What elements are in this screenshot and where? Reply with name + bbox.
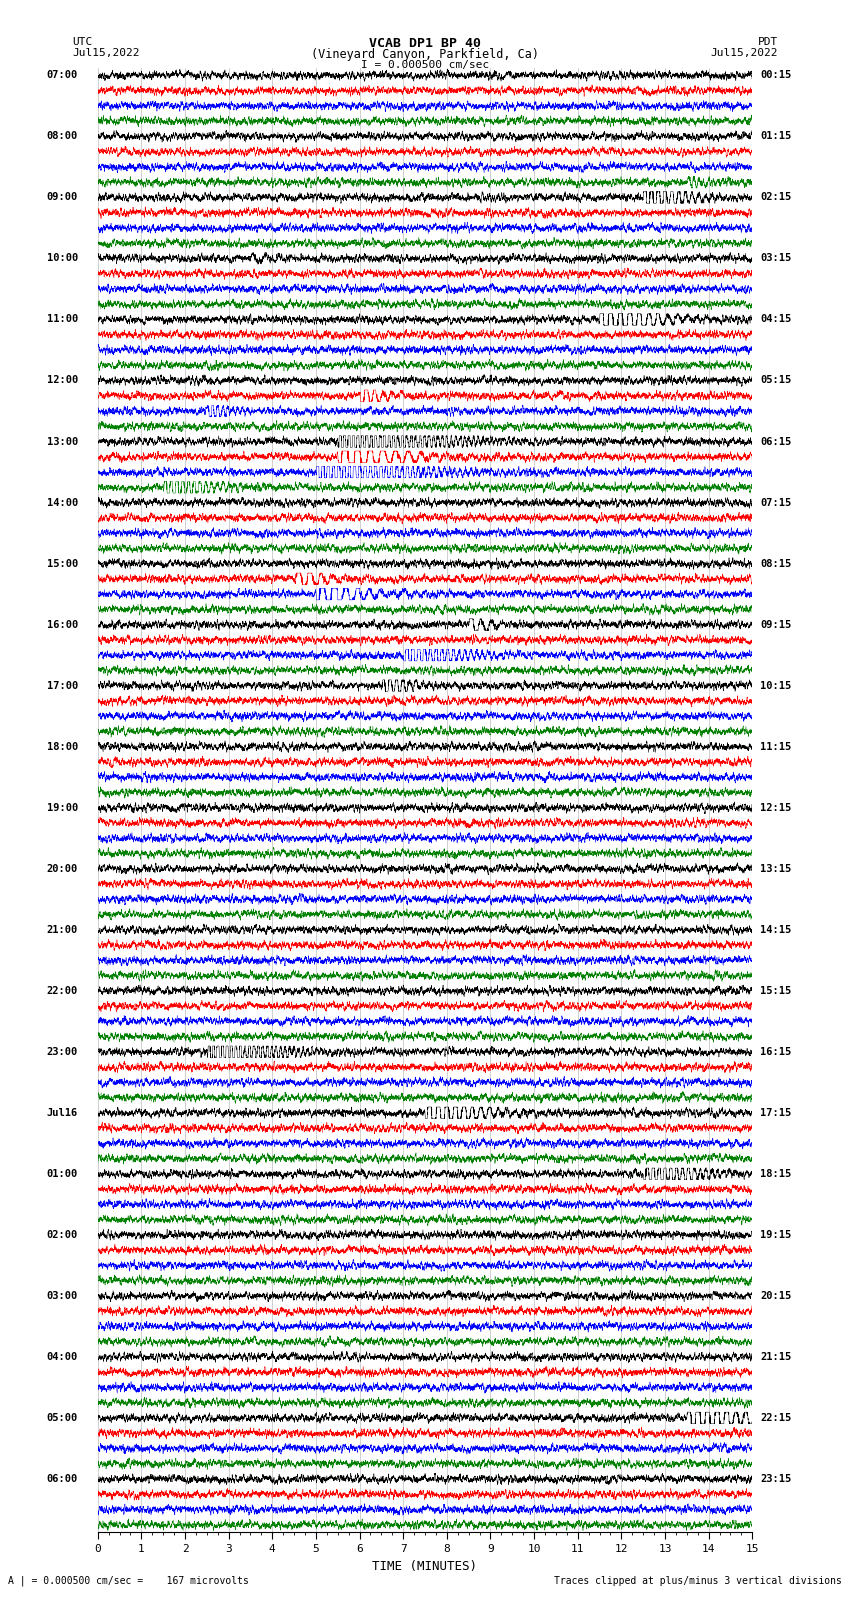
Text: 06:00: 06:00 (47, 1474, 78, 1484)
Text: VCAB DP1 BP 40: VCAB DP1 BP 40 (369, 37, 481, 50)
Text: 10:00: 10:00 (47, 253, 78, 263)
Text: I = 0.000500 cm/sec: I = 0.000500 cm/sec (361, 60, 489, 69)
Text: 19:00: 19:00 (47, 803, 78, 813)
Text: Jul15,2022: Jul15,2022 (72, 48, 139, 58)
Text: UTC: UTC (72, 37, 93, 47)
Text: Jul16: Jul16 (47, 1108, 78, 1118)
Text: 18:15: 18:15 (760, 1169, 791, 1179)
Text: 22:00: 22:00 (47, 986, 78, 995)
Text: 12:15: 12:15 (760, 803, 791, 813)
Text: 23:15: 23:15 (760, 1474, 791, 1484)
Text: 14:15: 14:15 (760, 924, 791, 934)
Text: 23:00: 23:00 (47, 1047, 78, 1057)
Text: 17:15: 17:15 (760, 1108, 791, 1118)
Text: 17:00: 17:00 (47, 681, 78, 690)
Text: 20:00: 20:00 (47, 863, 78, 874)
Text: 18:00: 18:00 (47, 742, 78, 752)
Text: 00:15: 00:15 (760, 71, 791, 81)
Text: 11:15: 11:15 (760, 742, 791, 752)
X-axis label: TIME (MINUTES): TIME (MINUTES) (372, 1560, 478, 1573)
Text: 01:00: 01:00 (47, 1169, 78, 1179)
Text: 09:15: 09:15 (760, 619, 791, 629)
Text: 10:15: 10:15 (760, 681, 791, 690)
Text: 20:15: 20:15 (760, 1290, 791, 1300)
Text: 21:15: 21:15 (760, 1352, 791, 1361)
Text: Jul15,2022: Jul15,2022 (711, 48, 778, 58)
Text: 12:00: 12:00 (47, 376, 78, 386)
Text: 13:00: 13:00 (47, 437, 78, 447)
Text: 04:15: 04:15 (760, 315, 791, 324)
Text: 08:15: 08:15 (760, 558, 791, 568)
Text: 15:00: 15:00 (47, 558, 78, 568)
Text: 02:15: 02:15 (760, 192, 791, 202)
Text: 13:15: 13:15 (760, 863, 791, 874)
Text: 01:15: 01:15 (760, 131, 791, 142)
Text: 19:15: 19:15 (760, 1229, 791, 1240)
Text: PDT: PDT (757, 37, 778, 47)
Text: 05:15: 05:15 (760, 376, 791, 386)
Text: 07:15: 07:15 (760, 497, 791, 508)
Text: 09:00: 09:00 (47, 192, 78, 202)
Text: 06:15: 06:15 (760, 437, 791, 447)
Text: (Vineyard Canyon, Parkfield, Ca): (Vineyard Canyon, Parkfield, Ca) (311, 48, 539, 61)
Text: 11:00: 11:00 (47, 315, 78, 324)
Text: 22:15: 22:15 (760, 1413, 791, 1423)
Text: 03:00: 03:00 (47, 1290, 78, 1300)
Text: 05:00: 05:00 (47, 1413, 78, 1423)
Text: 08:00: 08:00 (47, 131, 78, 142)
Text: 15:15: 15:15 (760, 986, 791, 995)
Text: 07:00: 07:00 (47, 71, 78, 81)
Text: 14:00: 14:00 (47, 497, 78, 508)
Text: 03:15: 03:15 (760, 253, 791, 263)
Text: 16:00: 16:00 (47, 619, 78, 629)
Text: 16:15: 16:15 (760, 1047, 791, 1057)
Text: Traces clipped at plus/minus 3 vertical divisions: Traces clipped at plus/minus 3 vertical … (553, 1576, 842, 1586)
Text: 02:00: 02:00 (47, 1229, 78, 1240)
Text: A | = 0.000500 cm/sec =    167 microvolts: A | = 0.000500 cm/sec = 167 microvolts (8, 1574, 249, 1586)
Text: 21:00: 21:00 (47, 924, 78, 934)
Text: 04:00: 04:00 (47, 1352, 78, 1361)
